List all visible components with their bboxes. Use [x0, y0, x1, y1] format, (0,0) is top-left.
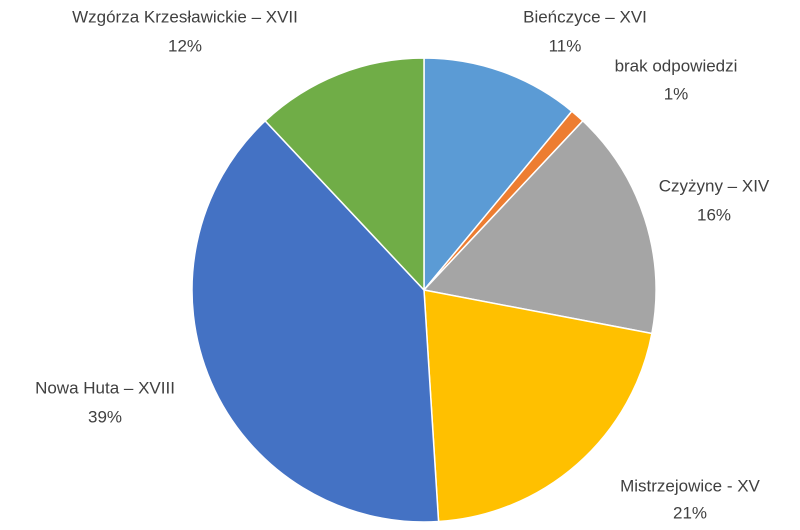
pie-slice: [423, 57, 573, 293]
pie-slice: [423, 289, 653, 523]
pie-slice: [422, 119, 657, 335]
slice-category-label: Czyżyny – XIV: [659, 176, 770, 195]
slice-category-label: brak odpowiedzi: [615, 56, 738, 75]
slice-category-label: Mistrzejowice - XV: [620, 476, 760, 495]
slice-value-label: 12%: [168, 36, 202, 55]
slice-value-label: 1%: [664, 84, 689, 103]
slice-category-label: Wzgórza Krzesławickie – XVII: [72, 7, 298, 26]
slice-category-label: Bieńczyce – XVI: [523, 7, 647, 26]
slice-value-label: 21%: [673, 503, 707, 522]
pie-slice: [264, 57, 425, 292]
slice-value-label: 39%: [88, 407, 122, 426]
slice-value-label: 11%: [549, 36, 582, 55]
slice-value-label: 16%: [697, 205, 731, 224]
pie-slice: [191, 119, 440, 523]
slice-category-label: Nowa Huta – XVIII: [35, 378, 175, 397]
